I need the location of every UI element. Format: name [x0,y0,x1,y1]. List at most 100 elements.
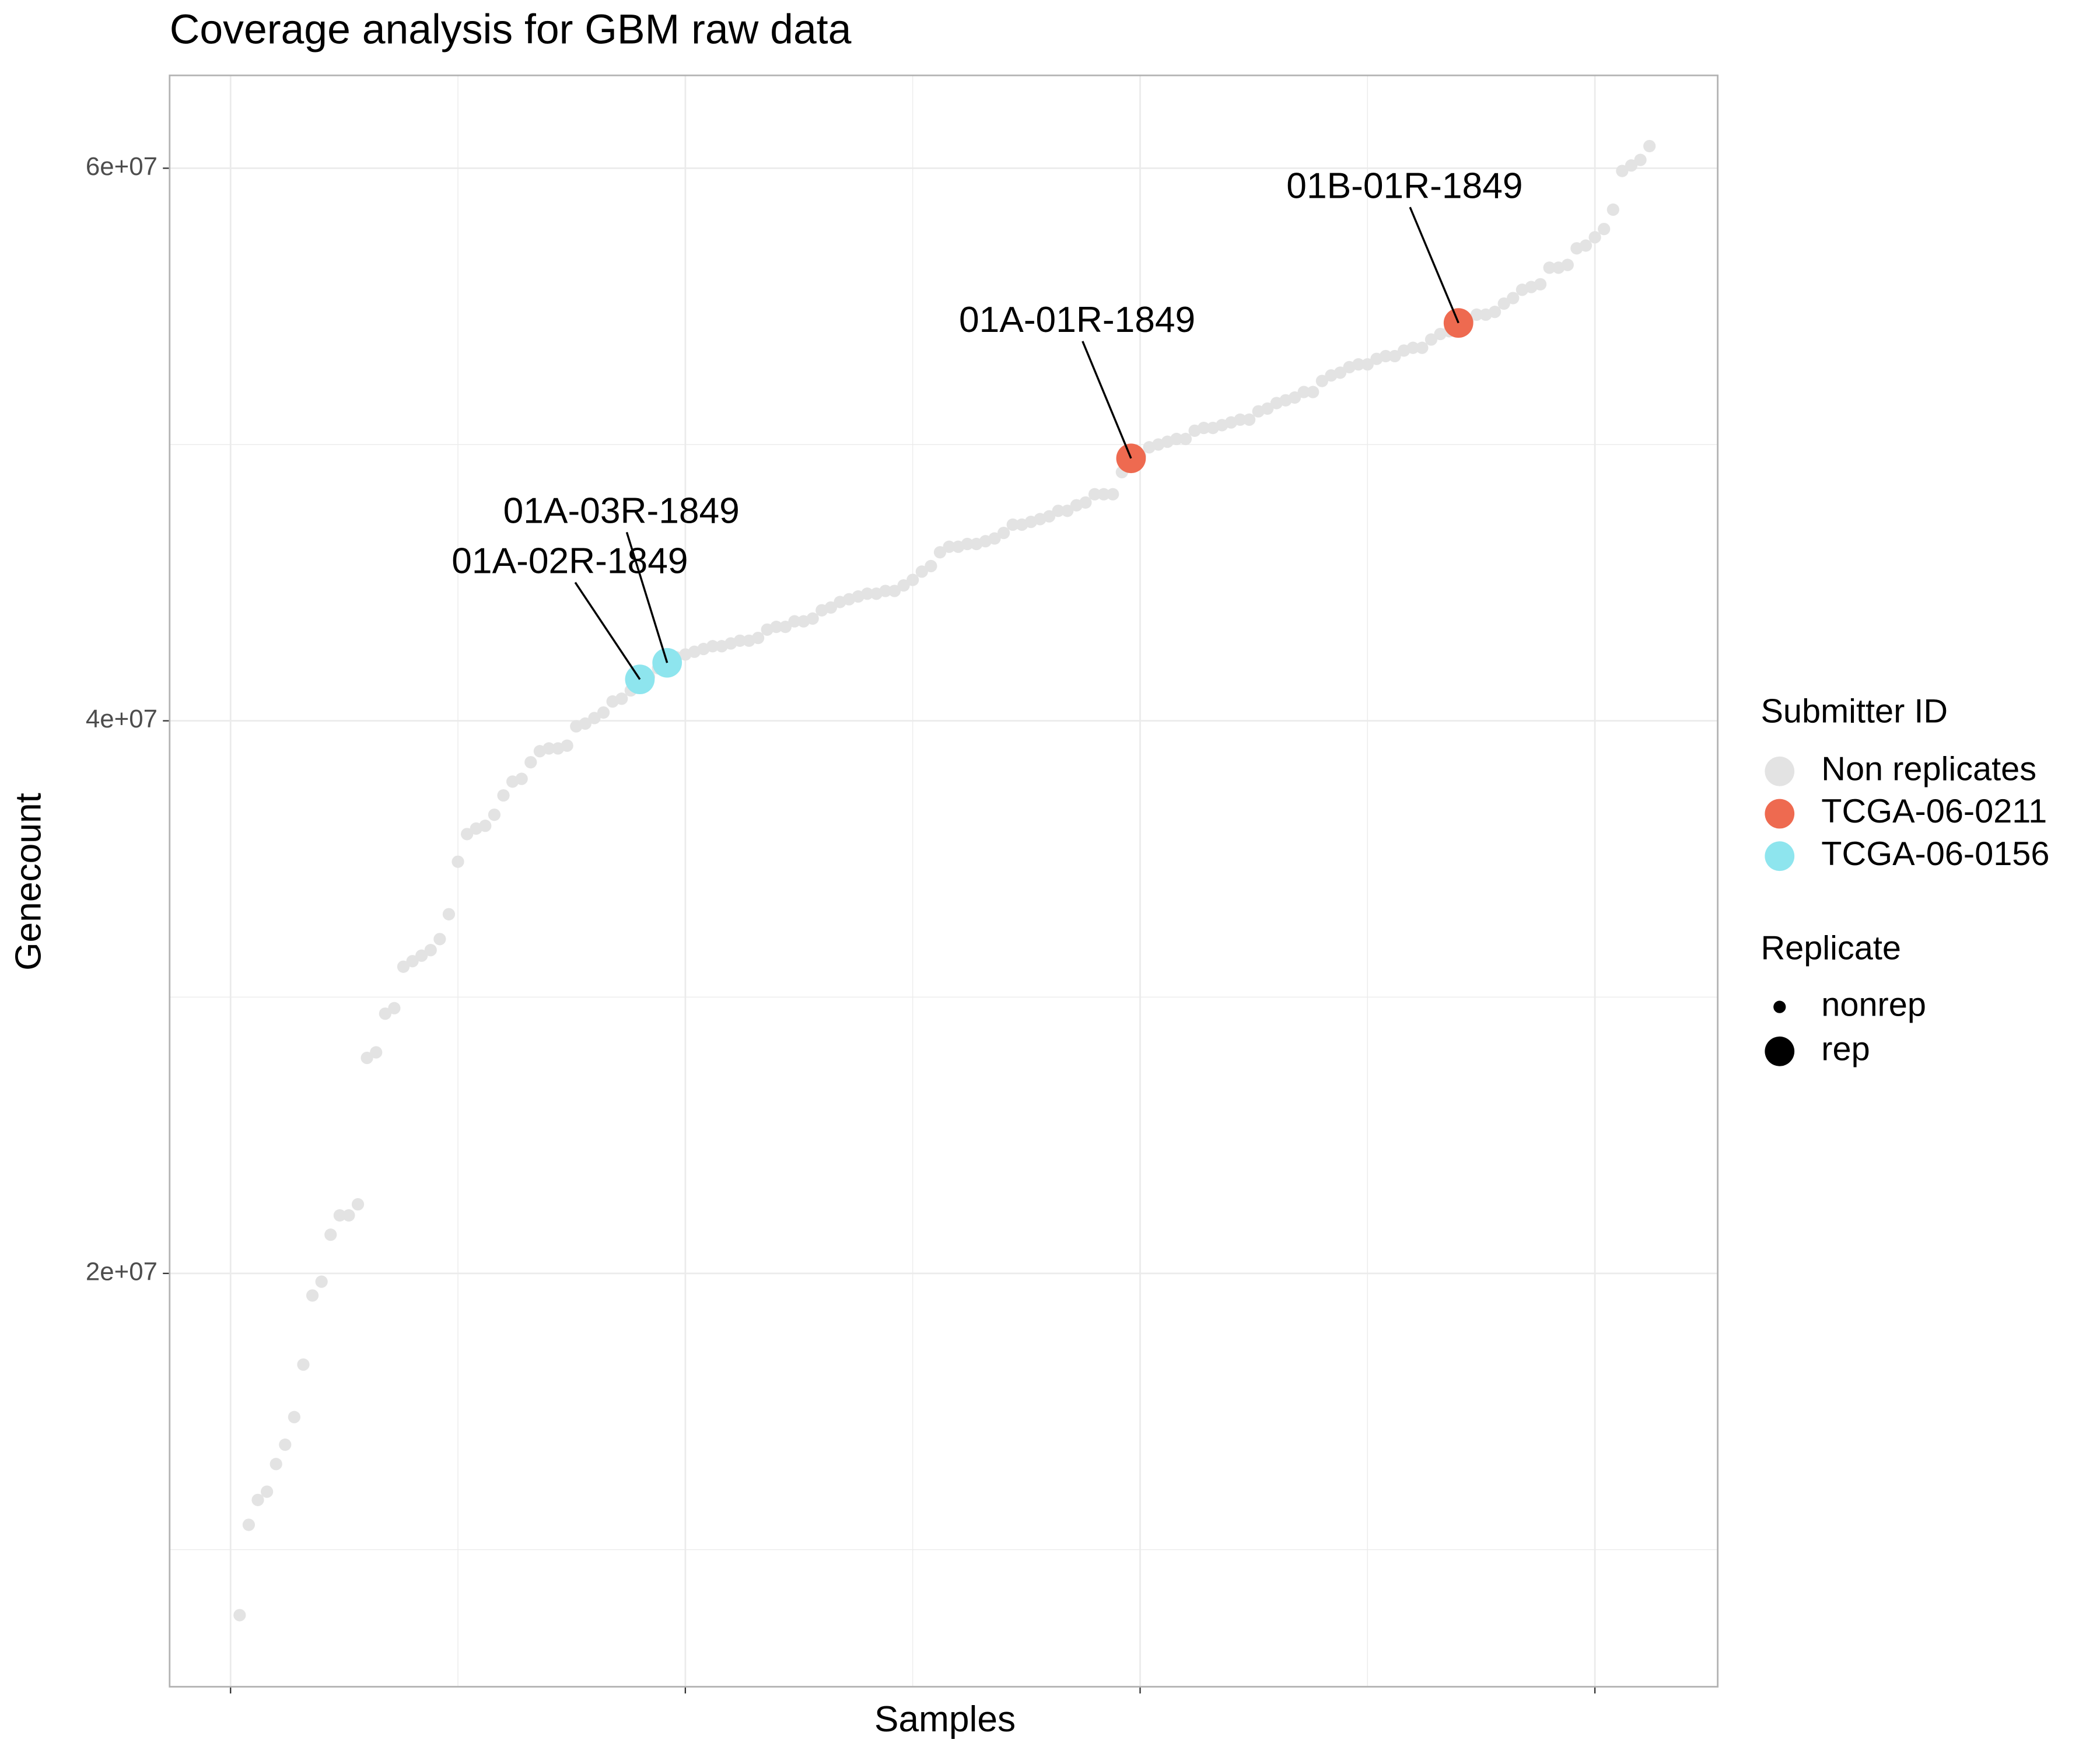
legend-swatch [1765,841,1795,872]
point [1307,386,1320,398]
point [988,532,1001,545]
point [515,772,528,785]
point [242,1518,256,1531]
point [615,692,628,705]
size-legend-label: rep [1821,1031,1870,1068]
point [897,579,910,592]
point [1352,358,1365,371]
point [1116,443,1146,474]
point [1388,349,1401,363]
point [706,640,719,653]
point [861,587,874,600]
annotation-line [625,531,668,663]
point [315,1275,328,1288]
point [806,612,819,625]
legend-label: TCGA-06-0156 [1821,835,2049,873]
point [933,546,947,559]
point [260,1485,274,1498]
point [397,960,410,973]
point [1179,432,1192,446]
y-axis-label: Genecount [9,793,49,971]
y-tick-label: 4e+07 [86,705,158,733]
point [1334,366,1347,379]
y-tick-label: 2e+07 [86,1258,158,1286]
annotation-line [1409,206,1460,324]
point [1052,505,1065,517]
point [1107,488,1119,501]
legend-swatch [1765,799,1795,829]
point [388,1002,401,1014]
point [1643,139,1656,153]
point [1097,488,1110,501]
point [907,573,919,586]
point [279,1438,292,1451]
point [1406,341,1419,354]
point [1042,510,1056,523]
point [943,540,956,553]
point [1507,292,1520,304]
point [452,855,464,868]
plot-border [169,74,1718,1688]
point [1261,402,1274,415]
point [1416,341,1429,354]
point [1088,488,1101,501]
point [442,908,456,921]
point [1361,358,1374,371]
point [915,565,928,578]
point [1598,222,1611,236]
legend-title: Submitter ID [1760,692,1948,730]
point [1488,306,1502,318]
legend-label: TCGA-06-0211 [1821,793,2047,830]
point [297,1358,310,1371]
point [770,621,783,634]
point [1634,153,1647,166]
point [1234,413,1247,426]
point [233,1609,246,1622]
point [997,526,1010,540]
point [342,1209,355,1222]
point [1579,239,1592,252]
point [379,1007,391,1020]
point [751,631,765,645]
size-legend-label: nonrep [1821,986,1926,1023]
point [406,955,419,968]
point [479,820,492,832]
point [524,756,537,769]
annotation-line [574,582,641,680]
y-tick-label: 6e+07 [86,152,158,181]
point [579,717,592,730]
point [351,1198,365,1211]
point [333,1209,346,1222]
x-axis-label: Samples [874,1699,1016,1740]
point [1061,505,1074,517]
point [1561,258,1574,271]
point [925,559,937,573]
point [542,742,555,755]
point [733,634,747,647]
point [1297,386,1310,398]
point [1006,518,1019,531]
point [1616,164,1629,177]
point [497,789,510,802]
point [324,1228,337,1241]
point [1497,297,1510,310]
annotation-line [1082,341,1132,459]
point [288,1410,301,1423]
point [597,706,610,719]
point [561,739,573,752]
point [1606,203,1619,216]
chart-title: Coverage analysis for GBM raw data [170,6,852,52]
point [1588,231,1601,244]
point [1170,432,1183,446]
point [415,949,428,962]
point [652,648,682,678]
point [1242,413,1256,426]
annotation-label: 01A-01R-1849 [959,300,1195,340]
point [251,1493,264,1506]
point [461,828,474,841]
plot-background [169,75,1718,1687]
legend-swatch [1765,756,1795,786]
point [1379,349,1392,363]
